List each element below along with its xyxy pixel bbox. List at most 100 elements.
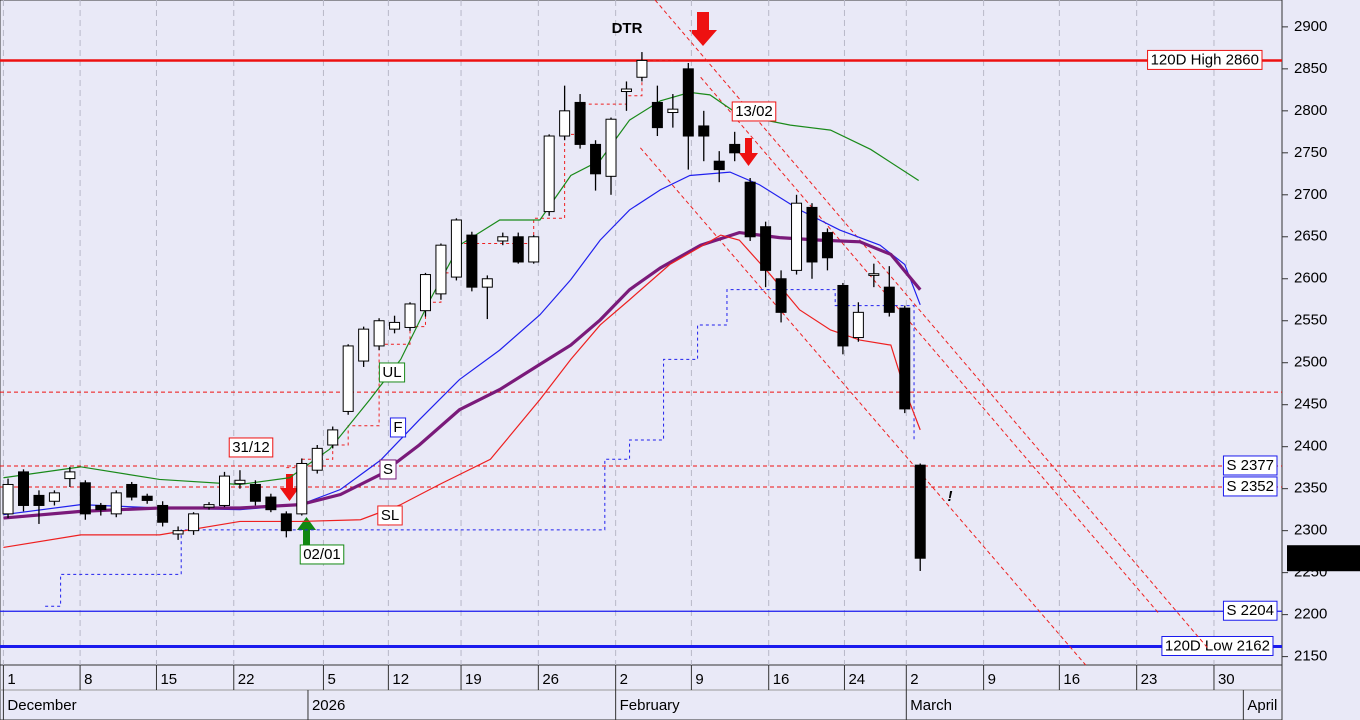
x-tick-label: 15 — [160, 671, 177, 688]
candle-body — [79, 482, 91, 515]
candle-body — [404, 303, 416, 328]
x-tick-label: 22 — [238, 671, 255, 688]
candle-body — [512, 236, 524, 263]
y-tick-label: 2900 — [1294, 18, 1327, 35]
trendline — [640, 147, 1087, 666]
candle-body — [188, 513, 200, 532]
month-label: 2026 — [312, 697, 345, 714]
candle-body — [497, 236, 509, 242]
label-box — [731, 101, 777, 122]
arrow-down — [739, 138, 758, 166]
candle-body — [744, 181, 756, 238]
candle-body — [2, 483, 14, 515]
x-tick-label: 8 — [84, 671, 92, 688]
candle-body — [265, 496, 277, 511]
annotation: 13/02 — [735, 103, 773, 120]
y-tick-label: 2550 — [1294, 312, 1327, 329]
y-tick-label: 2400 — [1294, 438, 1327, 455]
candle-body — [698, 125, 710, 137]
candle-body — [543, 135, 555, 213]
candle-body — [48, 492, 60, 502]
candle-body — [157, 504, 169, 523]
level-label: S 2377 — [1226, 457, 1274, 474]
candle-body — [234, 479, 246, 485]
candle-body — [327, 429, 339, 446]
series-label: UL — [382, 364, 401, 381]
month-label: February — [620, 697, 681, 714]
label-box — [379, 459, 397, 480]
annotation: ! — [948, 488, 953, 505]
level-label: 120D High 2860 — [1151, 51, 1259, 68]
x-tick-label: 5 — [327, 671, 335, 688]
x-tick-label: 2 — [620, 671, 628, 688]
candle-body — [651, 101, 663, 129]
x-tick-label: 2 — [910, 671, 918, 688]
candle-body — [450, 219, 462, 278]
y-tick-label: 2200 — [1294, 606, 1327, 623]
arrow-down — [280, 474, 299, 501]
candle-body — [559, 110, 571, 137]
x-tick-label: 12 — [392, 671, 409, 688]
annotation: 02/01 — [303, 546, 341, 563]
candle-body — [311, 447, 323, 471]
candle-body — [620, 88, 632, 93]
candle-body — [342, 345, 354, 412]
candle-body — [466, 234, 478, 288]
candle-body — [636, 59, 648, 78]
candle-body — [33, 494, 45, 506]
series-label: F — [393, 419, 402, 436]
y-tick-label: 2450 — [1294, 396, 1327, 413]
candle-body — [914, 464, 926, 559]
x-tick-label: 19 — [465, 671, 482, 688]
label-box — [377, 505, 403, 526]
y-tick-label: 2350 — [1294, 480, 1327, 497]
series-label: SL — [381, 507, 399, 524]
candle-body — [775, 278, 787, 313]
x-tick-label: 24 — [848, 671, 865, 688]
x-axis-area — [0, 664, 1283, 720]
y-tick-label: 2600 — [1294, 270, 1327, 287]
label-box — [1222, 476, 1278, 497]
candle-body — [249, 483, 261, 502]
candle-body — [682, 68, 694, 137]
candle-body — [203, 504, 215, 508]
y-tick-label: 2300 — [1294, 522, 1327, 539]
candle-body — [806, 206, 818, 263]
label-box — [389, 417, 407, 438]
plot-area — [0, 0, 1283, 666]
candle-body — [296, 462, 308, 515]
month-label: April — [1247, 697, 1277, 714]
y-tick-label: 2500 — [1294, 354, 1327, 371]
candle-body — [760, 226, 772, 271]
y-tick-label: 2650 — [1294, 228, 1327, 245]
candle-body — [605, 118, 617, 177]
series-label: S — [383, 461, 393, 478]
x-tick-label: 23 — [1141, 671, 1158, 688]
candle-body — [172, 530, 184, 535]
candle-body — [729, 143, 741, 154]
candle-body — [821, 232, 833, 259]
candle-body — [64, 471, 76, 480]
candle-body — [126, 483, 138, 498]
y-tick-label: 2150 — [1294, 648, 1327, 665]
x-tick-label: 16 — [1063, 671, 1080, 688]
candle-body — [574, 101, 586, 145]
candle-body — [358, 328, 370, 362]
candle-body — [667, 108, 679, 114]
candle-body — [110, 492, 122, 515]
candle-body — [389, 321, 401, 330]
x-tick-label: 1 — [7, 671, 15, 688]
label-box — [1161, 635, 1274, 656]
level-label: S 2204 — [1226, 602, 1274, 619]
y-tick-label: 2850 — [1294, 60, 1327, 77]
x-tick-label: 26 — [542, 671, 559, 688]
label-box — [1222, 455, 1278, 476]
candle-body — [883, 286, 895, 313]
level-label: S 2352 — [1226, 478, 1274, 495]
candle-body — [899, 307, 911, 410]
x-tick-label: 9 — [695, 671, 703, 688]
label-box — [378, 362, 406, 383]
candle-body — [419, 274, 431, 312]
